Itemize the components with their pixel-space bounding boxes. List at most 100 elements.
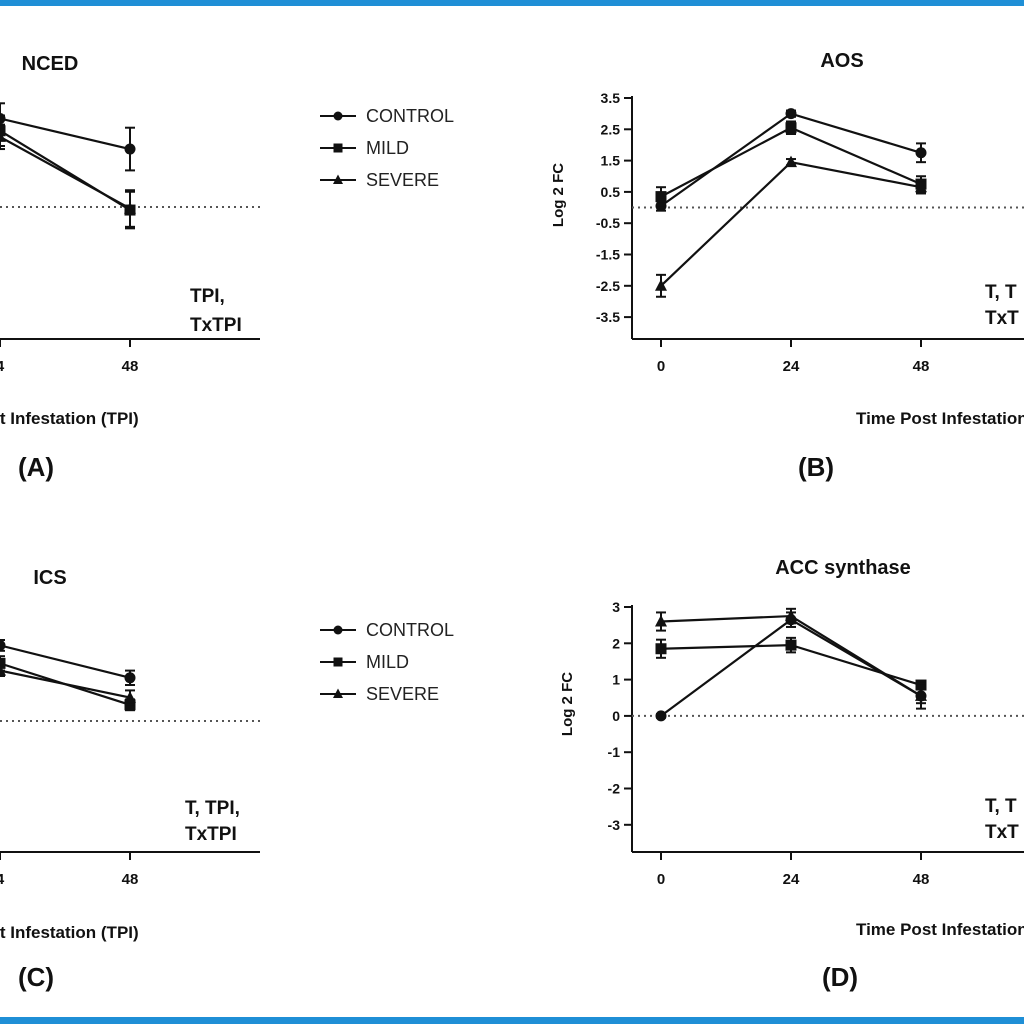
- x-axis-label: ost Infestation (TPI): [0, 923, 139, 942]
- series-line: [660, 618, 922, 717]
- x-tick-label: 4: [0, 358, 5, 375]
- x-tick-label: 24: [783, 871, 800, 888]
- data-point-triangle: [124, 202, 136, 214]
- series-control: [0, 639, 136, 686]
- data-point-circle: [124, 672, 136, 684]
- stats-annotation: TxT: [985, 308, 1019, 329]
- series-severe: [0, 664, 136, 706]
- series-line: [660, 160, 922, 287]
- data-point-triangle: [655, 615, 667, 627]
- stats-annotation: TxTPI: [190, 315, 242, 336]
- legend-label-severe: SEVERE: [366, 170, 440, 190]
- panel-label-b: (B): [798, 452, 835, 482]
- data-point-triangle: [785, 155, 797, 168]
- chart-panel-c: ICS 4 48 ost Infestation (TPI) T, TPI, TxTPI: [0, 567, 260, 942]
- series-mild: [655, 636, 927, 691]
- data-point-square: [0, 657, 6, 669]
- triangle-marker-icon: [320, 688, 356, 698]
- data-point-triangle: [0, 130, 6, 142]
- stats-annotation: T, TPI,: [185, 798, 240, 819]
- data-point-circle: [124, 143, 136, 155]
- chart-panel-d: ACC synthase 0 24 48 3 2 1 0 -1 -2 -3 Log 2 FC Time …: [559, 557, 1024, 939]
- y-tick-label: -3.5: [596, 309, 620, 325]
- y-tick-label: 0: [612, 708, 620, 724]
- series-control: [655, 108, 927, 212]
- data-point-circle: [915, 147, 927, 159]
- data-point-square: [655, 643, 667, 655]
- legend-label-mild: MILD: [366, 138, 410, 158]
- y-tick-label: 0.5: [601, 184, 621, 200]
- y-axis-label: Log 2 FC: [550, 163, 567, 227]
- stats-annotation: TxT: [985, 822, 1019, 843]
- circle-marker-icon: [320, 625, 356, 635]
- x-tick-label: 0: [657, 358, 665, 375]
- x-tick-label: 0: [657, 871, 665, 888]
- series-control: [655, 611, 927, 722]
- data-point-circle: [0, 639, 6, 651]
- stats-annotation: T, T: [985, 796, 1017, 817]
- stats-annotation: T, T: [985, 282, 1017, 303]
- x-tick-label: 48: [913, 358, 930, 375]
- data-point-square: [655, 191, 667, 203]
- y-tick-label: -1: [608, 744, 621, 760]
- circle-marker-icon: [320, 111, 356, 121]
- series-severe: [655, 155, 927, 298]
- chart-title: AOS: [820, 50, 863, 72]
- data-point-square: [0, 125, 6, 137]
- y-tick-label: -3: [608, 817, 621, 833]
- y-tick-label: 2.5: [601, 121, 621, 137]
- bottom-frame-border: [0, 1017, 1024, 1024]
- y-tick-label: -0.5: [596, 215, 620, 231]
- y-tick-label: 3: [612, 599, 620, 615]
- chart-title: ICS: [33, 567, 66, 589]
- x-tick-label: 48: [122, 358, 139, 375]
- data-point-square: [785, 122, 797, 134]
- panel-label-c: (C): [18, 962, 55, 992]
- legend-label-severe: SEVERE: [366, 684, 440, 704]
- data-point-square: [785, 639, 797, 651]
- y-axis-label: Log 2 FC: [559, 672, 576, 736]
- top-frame-border: [0, 0, 1024, 6]
- data-point-triangle: [0, 664, 6, 676]
- data-point-circle: [655, 710, 667, 722]
- data-point-triangle: [785, 609, 797, 622]
- x-tick-label: 24: [783, 358, 800, 375]
- x-axis-label: ost Infestation (TPI): [0, 409, 139, 428]
- chart-panel-b: AOS 0 24 48 3.5 2.5 1.5 0.5 -0.5 -1.5 -2.5 -3.5 Log …: [550, 50, 1024, 428]
- data-point-triangle: [655, 279, 667, 291]
- series-mild: [0, 655, 136, 712]
- legend-label-mild: MILD: [366, 652, 410, 672]
- chart-title: NCED: [22, 53, 79, 75]
- x-axis-label: Time Post Infestation (TPI): [856, 409, 1024, 428]
- y-tick-label: 3.5: [601, 90, 621, 106]
- x-tick-label: 48: [913, 871, 930, 888]
- triangle-marker-icon: [320, 174, 356, 184]
- y-tick-label: -2: [608, 781, 621, 797]
- square-marker-icon: [320, 143, 356, 153]
- series-severe: [0, 123, 136, 228]
- series-control: [0, 102, 136, 172]
- legend-label-control: CONTROL: [366, 620, 455, 640]
- chart-panel-a: NCED 4 48 ost Infestation (TPI) TPI, TxTPI: [0, 53, 260, 428]
- series-line: [0, 135, 131, 210]
- y-tick-label: 1.5: [601, 153, 621, 169]
- y-tick-label: -1.5: [596, 247, 620, 263]
- legend-label-control: CONTROL: [366, 106, 455, 126]
- chart-title: ACC synthase: [775, 557, 911, 579]
- series-line: [0, 644, 131, 679]
- series-line: [0, 117, 131, 151]
- data-point-triangle: [124, 691, 136, 703]
- panel-label-a: (A): [18, 452, 55, 482]
- data-point-triangle: [915, 689, 927, 701]
- series-line: [0, 669, 131, 699]
- stats-annotation: TPI,: [190, 286, 225, 307]
- series-mild: [0, 114, 136, 230]
- panel-label-d: (D): [822, 962, 859, 992]
- x-axis-label: Time Post Infestation (TPI): [856, 920, 1024, 939]
- stats-annotation: TxTPI: [185, 824, 237, 845]
- data-point-triangle: [915, 180, 927, 193]
- x-tick-label: 48: [122, 871, 139, 888]
- y-tick-label: 2: [612, 635, 620, 651]
- x-tick-label: 4: [0, 871, 5, 888]
